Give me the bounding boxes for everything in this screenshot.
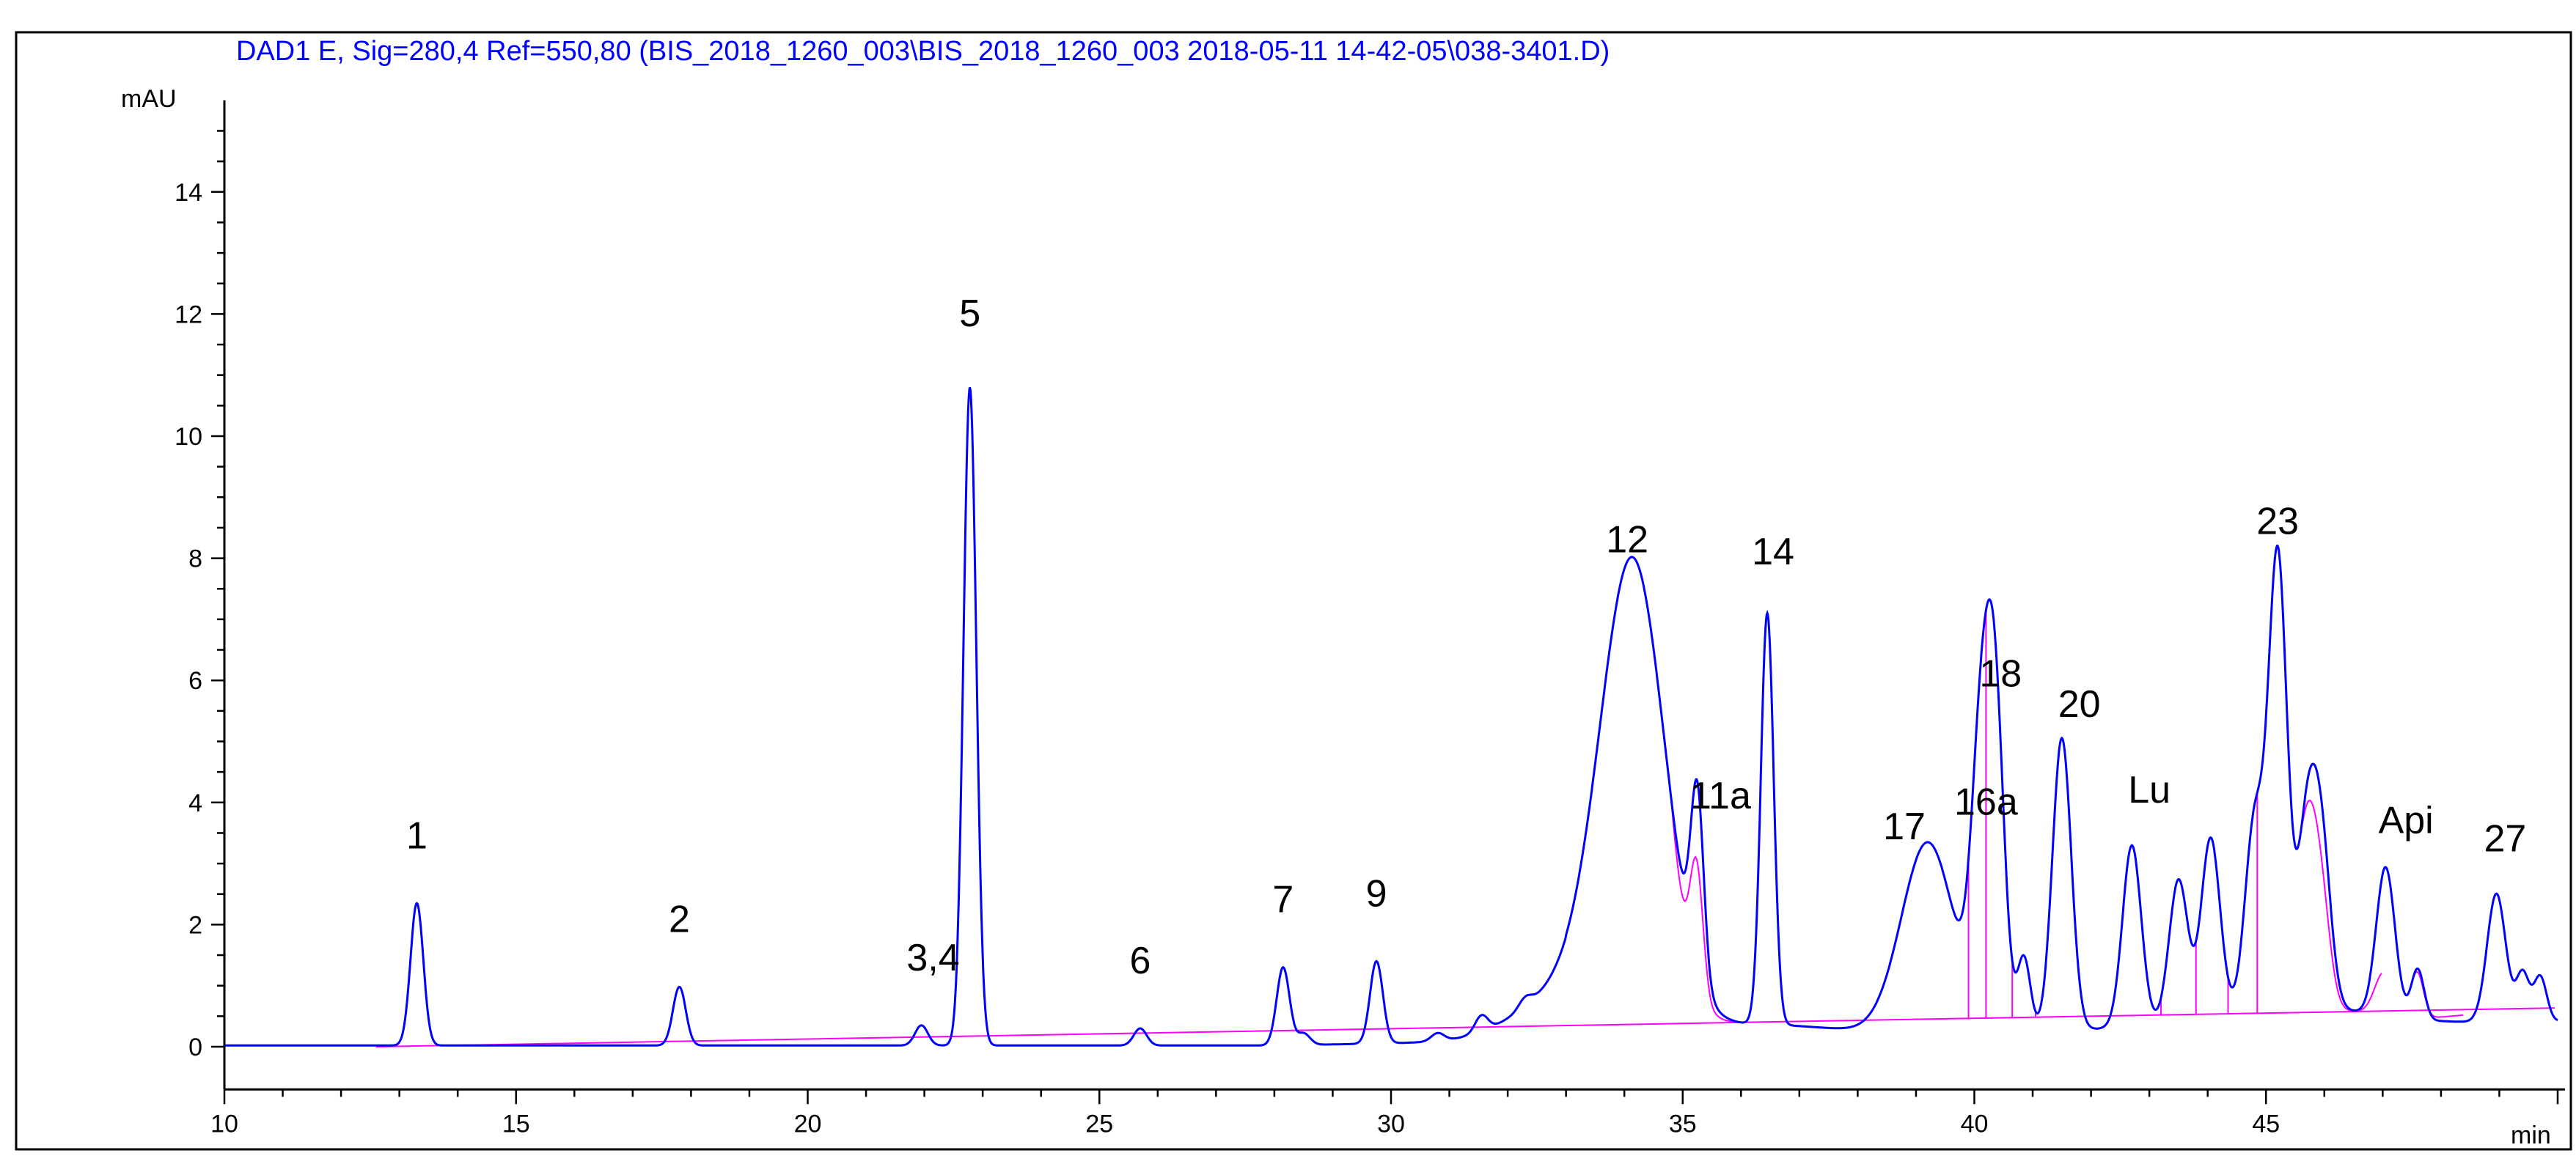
signal-line [224, 387, 2558, 1047]
peak-label: Api [2379, 799, 2434, 841]
y-tick-label: 12 [175, 301, 202, 328]
signal-trace [224, 387, 2558, 1047]
x-tick-label: 15 [502, 1110, 530, 1138]
peak-label: 9 [1366, 872, 1387, 915]
peak-label: 17 [1883, 806, 1926, 848]
peak-label: 5 [959, 292, 980, 335]
x-axis-unit-label: min [2511, 1121, 2551, 1149]
y-tick-label: 2 [188, 911, 202, 939]
peak-label: 6 [1129, 940, 1151, 982]
y-tick-label: 10 [175, 423, 202, 451]
peak-label: 16a [1954, 781, 2018, 823]
x-tick-label: 25 [1085, 1110, 1113, 1138]
tangent-skim [1670, 797, 1740, 1023]
peak-label: 11a [1690, 775, 1751, 817]
chart-title: DAD1 E, Sig=280,4 Ref=550,80 (BIS_2018_1… [236, 36, 1610, 67]
peak-label: 1 [406, 814, 428, 857]
integration-baseline [375, 1007, 2555, 1047]
y-tick-label: 6 [188, 667, 202, 695]
peak-label: Lu [2128, 769, 2170, 811]
x-tick-label: 40 [1961, 1110, 1989, 1138]
peak-label: 14 [1752, 531, 1794, 573]
peak-label: 12 [1606, 518, 1648, 561]
tangent-skim [2411, 970, 2464, 1018]
y-tick-label: 4 [188, 789, 202, 817]
y-tick-label: 14 [175, 179, 202, 207]
peak-label: 2 [669, 898, 690, 940]
peak-label: 18 [1979, 653, 2022, 696]
x-tick-label: 35 [1669, 1110, 1697, 1138]
peak-label: 23 [2256, 500, 2299, 542]
x-tick-label: 30 [1377, 1110, 1405, 1138]
y-axis-unit-label: mAU [121, 85, 177, 113]
x-tick-label: 10 [210, 1110, 238, 1138]
peak-label: 3,4 [906, 937, 959, 979]
peak-label: 27 [2484, 817, 2526, 860]
x-tick-label: 45 [2252, 1110, 2280, 1138]
peak-label: 20 [2058, 683, 2101, 726]
y-tick-label: 0 [188, 1034, 202, 1061]
baseline-traces [375, 610, 2555, 1047]
x-tick-label: 20 [794, 1110, 822, 1138]
y-tick-label: 8 [188, 545, 202, 573]
chart-frame [15, 31, 2572, 1151]
peak-label: 7 [1272, 879, 1293, 921]
tangent-skim [2300, 799, 2382, 1012]
